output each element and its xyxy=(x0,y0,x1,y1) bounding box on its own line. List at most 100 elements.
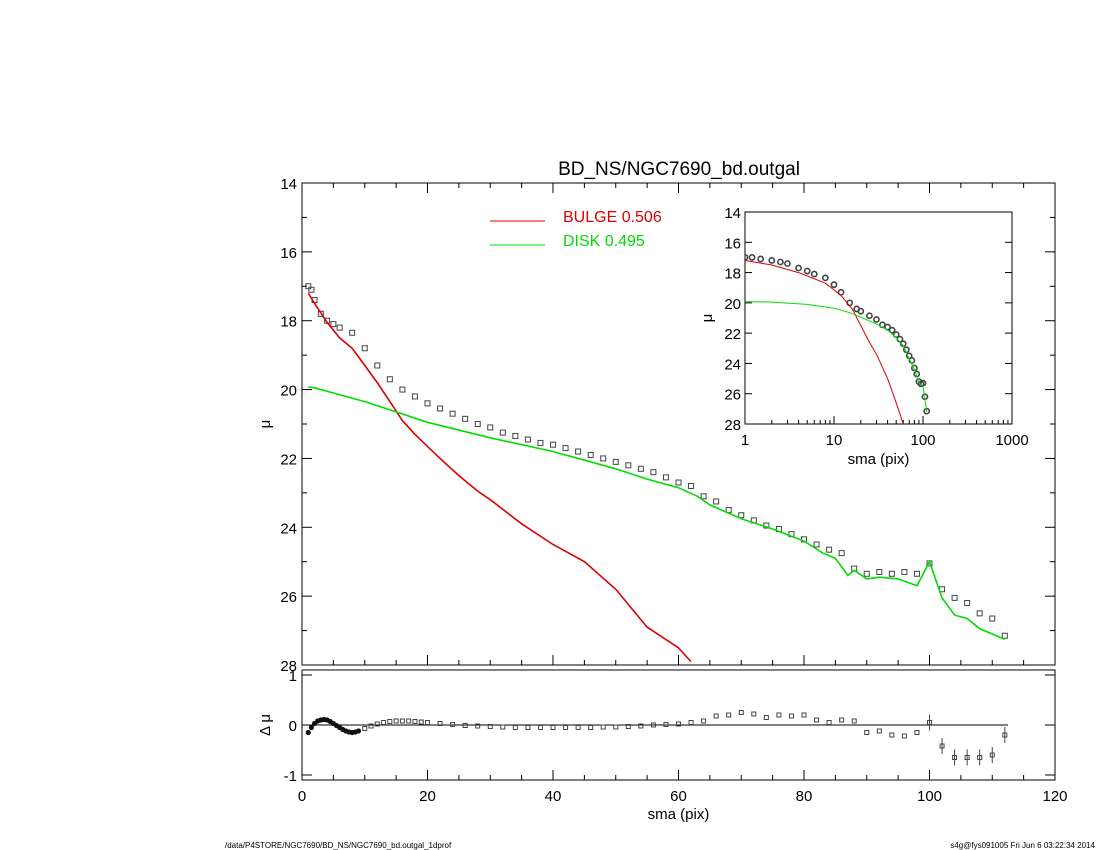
residual-y-axis-label: Δ μ xyxy=(257,714,274,736)
main-data-point xyxy=(813,541,820,548)
main-data-point xyxy=(349,329,356,336)
residual-point xyxy=(600,724,606,730)
main-data-point xyxy=(637,465,644,472)
inset-y-axis-label: μ xyxy=(699,314,716,323)
residual-point xyxy=(487,724,493,729)
inset-data-point xyxy=(830,281,838,289)
residual-point xyxy=(525,725,531,730)
residual-point xyxy=(512,725,518,730)
residual-point xyxy=(638,723,644,729)
residual-point xyxy=(625,724,631,729)
residual-point xyxy=(305,729,311,736)
main-data-point xyxy=(411,393,418,400)
main-data-point xyxy=(474,421,481,427)
residual-point xyxy=(801,712,807,718)
residual-xtick-label: 120 xyxy=(1042,788,1067,805)
main-data-point xyxy=(330,321,337,328)
residual-point xyxy=(914,730,920,735)
main-ytick-label: 26 xyxy=(280,589,297,606)
inset-ytick-label: 28 xyxy=(724,417,741,434)
main-data-point xyxy=(524,436,531,443)
main-data-point xyxy=(600,455,607,462)
residual-point xyxy=(537,725,543,730)
legend: BULGE 0.506 DISK 0.495 xyxy=(490,209,662,250)
main-ytick-label: 24 xyxy=(280,520,297,537)
residual-point xyxy=(814,717,820,723)
inset-ytick-label: 24 xyxy=(724,356,741,373)
main-data-point xyxy=(305,283,312,290)
residual-point xyxy=(688,720,694,725)
main-data-point xyxy=(838,550,845,557)
inset-data-point xyxy=(768,257,776,264)
residual-point xyxy=(613,724,619,730)
inset-data-point xyxy=(873,316,880,323)
main-data-point xyxy=(625,462,632,469)
residual-point xyxy=(864,730,870,735)
residual-point xyxy=(462,723,468,728)
main-ytick-label: 28 xyxy=(280,658,297,675)
main-data-point xyxy=(876,569,883,576)
main-ytick-label: 16 xyxy=(280,245,297,262)
inset-disk-line xyxy=(745,301,928,412)
main-data-point xyxy=(550,441,556,448)
main-data-point xyxy=(386,376,393,383)
main-data-point xyxy=(462,415,469,422)
residual-xtick-label: 80 xyxy=(796,788,813,805)
main-data-point xyxy=(976,610,983,617)
residual-point xyxy=(663,722,669,727)
inset-data-point xyxy=(795,264,802,272)
residual-xtick-label: 100 xyxy=(917,788,942,805)
main-data-point xyxy=(449,410,456,417)
residual-point xyxy=(763,715,769,720)
inset-data-point xyxy=(908,356,916,364)
main-panel: 14 16 18 20 22 24 26 28 μ xyxy=(257,176,1056,675)
figure-title: BD_NS/NGC7690_bd.outgal xyxy=(558,159,800,180)
inset-ytick-label: 16 xyxy=(724,235,741,252)
residual-point xyxy=(588,725,594,730)
inset-data-point xyxy=(757,255,765,263)
legend-bulge-label: BULGE 0.506 xyxy=(563,209,662,226)
inset-ytick-label: 26 xyxy=(724,387,741,404)
residual-point xyxy=(788,713,794,719)
residual-point xyxy=(381,720,387,725)
main-data-point xyxy=(713,498,720,505)
residual-point xyxy=(851,718,857,724)
residual-point xyxy=(308,724,315,731)
residual-point xyxy=(406,718,412,724)
main-data-point xyxy=(361,345,368,352)
residual-point xyxy=(425,720,430,725)
inset-data-point xyxy=(777,258,784,266)
main-data-point xyxy=(901,569,908,576)
inset-data-point xyxy=(821,274,829,282)
inset-data-point xyxy=(810,270,818,278)
main-data-point xyxy=(662,474,669,481)
residual-point xyxy=(450,722,456,727)
main-data-point xyxy=(700,493,707,500)
main-data-point xyxy=(964,600,971,607)
residual-x-axis-label: sma (pix) xyxy=(648,806,710,823)
main-data-point xyxy=(989,615,996,622)
disk-line xyxy=(308,386,1006,640)
residual-ytick-label: 1 xyxy=(289,668,297,685)
main-data-point xyxy=(738,512,745,519)
footer-path: /data/P4STORE/NGC7690/BD_NS/NGC7690_bd.o… xyxy=(225,841,452,850)
inset-xtick-label: 100 xyxy=(910,432,935,449)
residual-point xyxy=(393,718,399,724)
residual-point xyxy=(399,718,405,724)
main-data-point xyxy=(650,469,657,476)
main-data-point xyxy=(688,482,695,489)
residual-point xyxy=(550,725,556,730)
main-data-point xyxy=(512,433,519,440)
main-data-point xyxy=(913,570,920,577)
residual-point xyxy=(374,721,380,727)
main-data-point xyxy=(587,451,594,458)
residual-xtick-label: 40 xyxy=(545,788,562,805)
inset-data-point xyxy=(803,267,811,275)
main-data-point xyxy=(336,324,343,331)
residual-point xyxy=(826,720,832,725)
main-data-point xyxy=(317,310,324,317)
main-data-point xyxy=(537,439,544,446)
residual-point xyxy=(437,721,443,726)
